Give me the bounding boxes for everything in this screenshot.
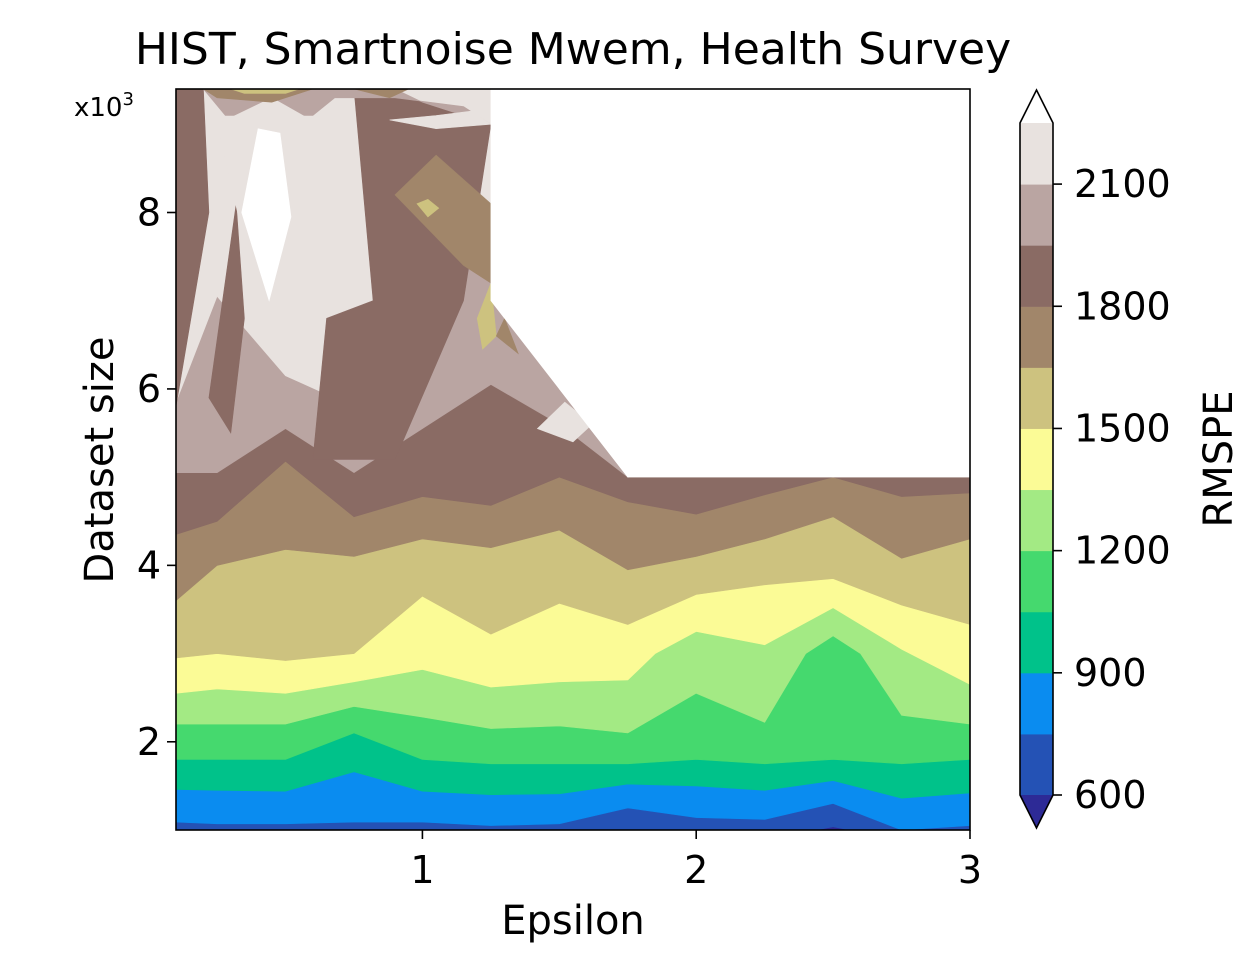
colorbar-over-extension <box>1020 90 1053 123</box>
y-tick-label: 6 <box>137 367 161 411</box>
y-tick-label: 2 <box>137 720 161 764</box>
colorbar-outline <box>1019 88 1054 830</box>
colorbar-segment <box>1020 611 1053 674</box>
colorbar-segment <box>1020 550 1053 613</box>
colorbar-under-extension <box>1020 795 1053 828</box>
colorbar-segment <box>1020 428 1053 491</box>
colorbar-segment <box>1020 489 1053 552</box>
colorbar: 600 900 1200 1500 1800 2100 <box>1019 88 1171 830</box>
colorbar-tick-label: 600 <box>1074 773 1147 817</box>
y-axis: 2 4 6 8 <box>137 191 176 764</box>
colorbar-segment <box>1020 123 1053 185</box>
contour-patch <box>490 89 970 478</box>
colorbar-segment <box>1020 367 1053 429</box>
contour-patch <box>241 128 292 302</box>
colorbar-tick-label: 900 <box>1074 651 1147 695</box>
x-axis-label: Epsilon <box>501 898 645 944</box>
contour-patch <box>353 89 409 99</box>
contour-patch <box>230 89 300 94</box>
colorbar-segment <box>1020 184 1053 246</box>
plot-frame <box>175 88 971 831</box>
colorbar-tick-label: 2100 <box>1074 162 1171 206</box>
colorbar-tick-label: 1500 <box>1074 406 1171 450</box>
chart-title: HIST, Smartnoise Mwem, Health Survey <box>135 24 1011 75</box>
contour-patch <box>495 317 519 355</box>
y-tick-label: 4 <box>137 543 161 587</box>
contour-patch <box>416 198 440 218</box>
plot-area <box>176 89 970 830</box>
y-axis-multiplier: x103 <box>74 89 134 123</box>
y-tick-label: 8 <box>137 191 161 235</box>
colorbar-segment <box>1020 672 1053 735</box>
colorbar-tick-label: 1800 <box>1074 284 1171 328</box>
colorbar-tick-label: 1200 <box>1074 529 1171 573</box>
colorbar-segment <box>1020 306 1053 368</box>
colorbar-label: RMSPE <box>1196 390 1242 527</box>
contour-patch <box>389 110 492 130</box>
contour-patch <box>176 89 210 407</box>
y-axis-multiplier-exponent: 3 <box>122 89 133 110</box>
x-tick-label: 2 <box>684 848 708 892</box>
x-axis: 1 2 3 <box>410 830 982 892</box>
colorbar-segment <box>1020 733 1053 796</box>
colorbar-segment <box>1020 245 1053 307</box>
y-axis-label: Dataset size <box>77 337 123 584</box>
contour-patch <box>208 203 245 434</box>
x-tick-label: 1 <box>410 848 434 892</box>
x-tick-label: 3 <box>958 848 982 892</box>
